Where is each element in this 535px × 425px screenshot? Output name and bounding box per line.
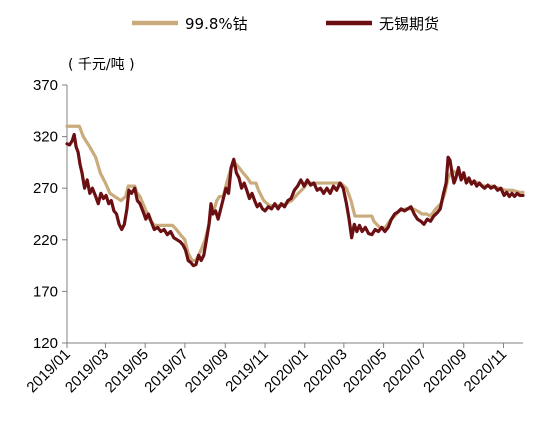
- x-tick-label: 2020/07: [380, 346, 430, 396]
- x-tick-label: 2020/09: [420, 346, 470, 396]
- y-tick-label: 220: [33, 232, 58, 249]
- x-tick-label: 2019/07: [141, 346, 191, 396]
- y-tick-label: 170: [33, 283, 58, 300]
- y-tick-label: 120: [33, 335, 58, 352]
- series-line-cobalt: [65, 124, 525, 263]
- series-layer: [65, 124, 525, 268]
- y-axis-ticks: 120 170 220 270 320 370: [33, 77, 67, 352]
- x-tick-label: 2019/09: [182, 346, 232, 396]
- y-tick-label: 270: [33, 180, 58, 197]
- y-axis-unit-label: ( 千元/吨 ): [68, 57, 135, 73]
- y-tick-label: 320: [33, 129, 58, 146]
- legend: 99.8%钴 无锡期货: [132, 15, 439, 33]
- x-tick-label: 2020/11: [461, 346, 511, 396]
- series-line-futures: [65, 132, 525, 268]
- x-axis-ticks: 2019/012019/032019/052019/072019/092019/…: [23, 343, 510, 396]
- y-tick-label: 370: [33, 77, 58, 94]
- legend-label-cobalt: 99.8%钴: [185, 15, 248, 33]
- legend-label-futures: 无锡期货: [379, 15, 439, 33]
